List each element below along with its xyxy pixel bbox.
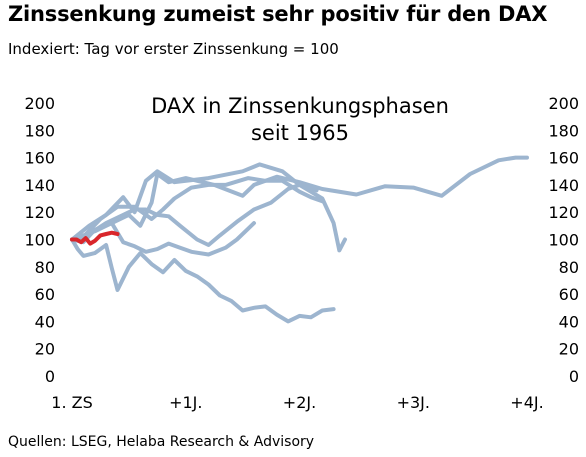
- left-y-tick-label: 100: [24, 231, 55, 250]
- series-line-historical-5: [70, 221, 256, 257]
- left-y-tick-label: 140: [24, 176, 55, 195]
- x-tick-label: +1J.: [169, 393, 202, 412]
- chart-title-line-1: DAX in Zinssenkungsphasen: [151, 94, 449, 118]
- chart-title-line-2: seit 1965: [251, 121, 349, 145]
- left-y-tick-label: 180: [24, 121, 55, 140]
- series-layer: [70, 155, 529, 324]
- right-axis: 0 20 40 60 80 100 120 140 160 180 200: [548, 94, 579, 386]
- page-title: Zinssenkung zumeist sehr positiv für den…: [8, 2, 548, 26]
- left-y-tick-label: 0: [45, 367, 55, 386]
- x-tick-label: +3J.: [397, 393, 430, 412]
- left-y-tick-label: 120: [24, 203, 55, 222]
- right-y-tick-label: 160: [548, 149, 579, 168]
- x-axis: 1. ZS +1J. +2J. +3J. +4J.: [51, 393, 543, 412]
- right-y-tick-label: 100: [548, 231, 579, 250]
- left-y-tick-label: 40: [35, 312, 55, 331]
- right-y-tick-label: 40: [559, 312, 579, 331]
- left-y-tick-label: 200: [24, 94, 55, 113]
- page-subtitle: Indexiert: Tag vor erster Zinssenkung = …: [8, 40, 339, 58]
- series-line-historical-4: [70, 182, 319, 247]
- x-tick-label: +4J.: [510, 393, 543, 412]
- right-y-tick-label: 20: [559, 340, 579, 359]
- right-y-tick-label: 200: [548, 94, 579, 113]
- left-y-tick-label: 60: [35, 285, 55, 304]
- right-y-tick-label: 60: [559, 285, 579, 304]
- series-line-historical-2: [70, 162, 347, 253]
- series-line-current: [70, 230, 120, 246]
- series-line-historical-6: [70, 237, 336, 324]
- right-y-tick-label: 80: [559, 258, 579, 277]
- x-tick-label: 1. ZS: [51, 393, 92, 412]
- right-y-tick-label: 120: [548, 203, 579, 222]
- source-note: Quellen: LSEG, Helaba Research & Advisor…: [8, 434, 315, 450]
- left-y-tick-label: 160: [24, 149, 55, 168]
- x-tick-label: +2J.: [283, 393, 316, 412]
- series-line-historical-3: [70, 176, 325, 242]
- right-y-tick-label: 0: [569, 367, 579, 386]
- left-y-tick-label: 80: [35, 258, 55, 277]
- left-y-tick-label: 20: [35, 340, 55, 359]
- right-y-tick-label: 180: [548, 121, 579, 140]
- right-y-tick-label: 140: [548, 176, 579, 195]
- left-axis: 0 20 40 60 80 100 120 140 160 180 200: [24, 94, 55, 386]
- series-line-historical-1: [70, 155, 529, 245]
